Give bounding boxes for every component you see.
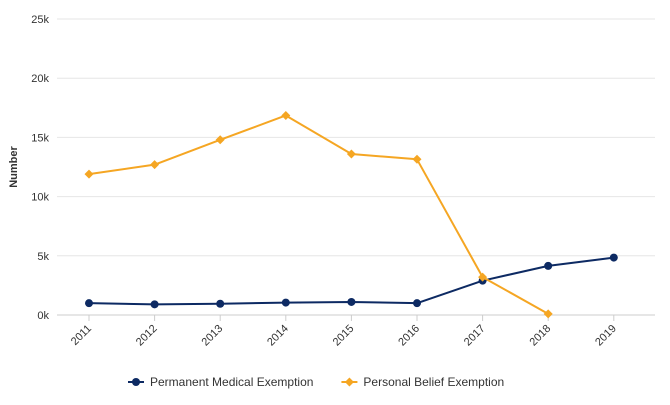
series-line <box>88 256 614 306</box>
data-point[interactable] <box>85 299 93 308</box>
data-point[interactable] <box>281 298 290 307</box>
series-line <box>88 114 549 315</box>
data-point[interactable] <box>544 261 553 270</box>
data-point[interactable] <box>478 272 488 282</box>
data-point[interactable] <box>216 299 225 308</box>
legend-item[interactable]: Permanent Medical Exemption <box>128 375 313 389</box>
data-point[interactable] <box>150 160 160 170</box>
x-axis: 2011 2012 2013 2014 2015 2016 2017 2018 2019 <box>69 315 619 348</box>
legend-label: Permanent Medical Exemption <box>150 375 313 389</box>
y-axis-title: Number <box>8 146 20 188</box>
y-axis: 0k 5k 10k 15k 20k 25k <box>31 14 49 322</box>
data-point[interactable] <box>543 309 553 319</box>
data-point[interactable] <box>412 154 422 164</box>
x-tick-label: 2013 <box>200 323 226 349</box>
legend-marker <box>344 377 354 387</box>
x-tick-label: 2011 <box>69 323 94 348</box>
data-point[interactable] <box>281 110 291 120</box>
legend[interactable]: Permanent Medical Exemption Personal Beli… <box>128 375 504 389</box>
y-tick-label: 25k <box>31 14 49 26</box>
data-point[interactable] <box>347 297 356 306</box>
y-tick-label: 10k <box>31 192 49 204</box>
legend-marker <box>132 378 140 386</box>
x-tick-label: 2016 <box>396 323 422 349</box>
y-tick-label: 15k <box>31 132 49 144</box>
x-tick-label: 2014 <box>265 323 291 349</box>
data-point[interactable] <box>413 299 421 308</box>
y-tick-label: 0k <box>37 310 49 322</box>
legend-item[interactable]: Personal Belief Exemption <box>341 375 504 389</box>
series-permanent-medical-exemption <box>85 253 618 309</box>
series-personal-belief-exemption <box>84 110 553 319</box>
series-layer <box>84 110 618 319</box>
y-tick-label: 5k <box>37 251 49 263</box>
gridlines <box>57 18 655 316</box>
legend-label: Personal Belief Exemption <box>363 375 504 389</box>
data-point[interactable] <box>150 300 159 309</box>
x-tick-label: 2017 <box>462 323 488 349</box>
data-point[interactable] <box>215 135 225 145</box>
y-tick-label: 20k <box>31 73 49 85</box>
x-tick-label: 2015 <box>331 323 357 349</box>
x-tick-label: 2018 <box>528 323 554 349</box>
x-tick-label: 2019 <box>593 323 619 349</box>
data-point[interactable] <box>346 149 356 159</box>
data-point[interactable] <box>609 253 618 262</box>
data-point[interactable] <box>84 169 94 179</box>
x-tick-label: 2012 <box>134 323 160 349</box>
